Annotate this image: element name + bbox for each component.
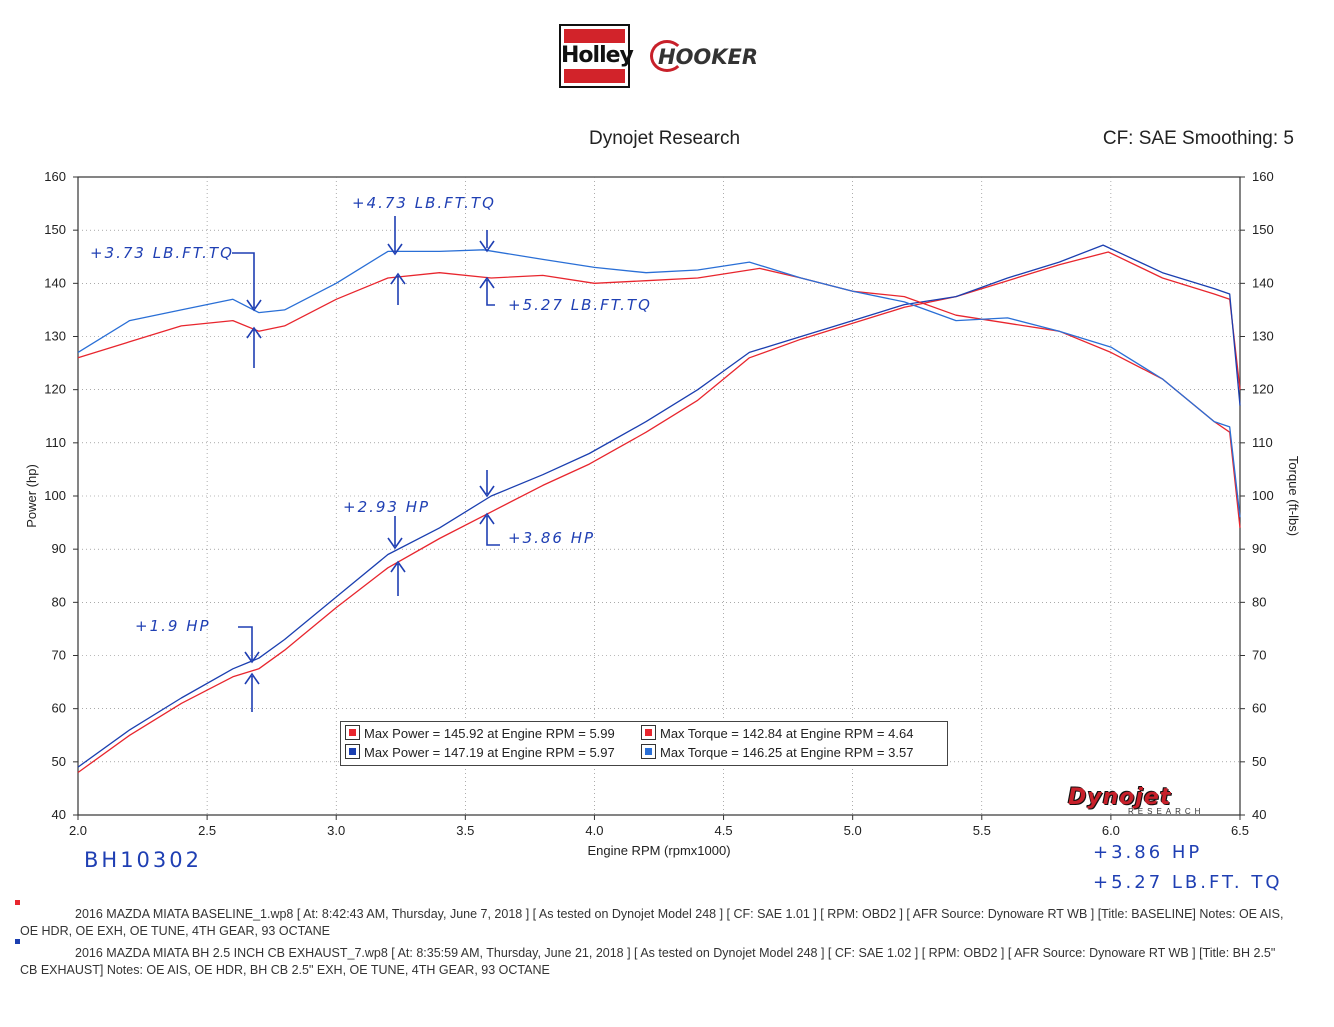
y-tick-label-right: 160 xyxy=(1252,169,1274,184)
legend-swatch xyxy=(641,744,656,759)
y-tick-label-right: 130 xyxy=(1252,329,1274,344)
series-line-baseline-torque xyxy=(77,267,1241,528)
y-tick-label-left: 120 xyxy=(44,382,66,397)
y-tick-label-left: 80 xyxy=(52,594,66,609)
legend-swatch xyxy=(345,725,360,740)
y-tick-label-left: 160 xyxy=(44,169,66,184)
legend-text: Max Power = 145.92 at Engine RPM = 5.99 xyxy=(364,726,615,741)
legend-text: Max Power = 147.19 at Engine RPM = 5.97 xyxy=(364,745,615,760)
x-tick-label: 6.0 xyxy=(1102,823,1120,838)
y-tick-label-left: 90 xyxy=(52,541,66,556)
y-axis-label-right: Torque (ft-lbs) xyxy=(1286,456,1301,536)
annotation-arrow-up xyxy=(390,560,406,596)
dynojet-logo: Dynojet RESEARCH xyxy=(1068,785,1226,819)
annotation-code: BH10302 xyxy=(84,848,203,872)
legend-swatch xyxy=(345,744,360,759)
y-tick-label-right: 70 xyxy=(1252,648,1266,663)
y-tick-label-left: 140 xyxy=(44,275,66,290)
x-axis-label: Engine RPM (rpmx1000) xyxy=(587,843,730,858)
legend-text: Max Torque = 146.25 at Engine RPM = 3.57 xyxy=(660,745,914,760)
y-tick-label-right: 90 xyxy=(1252,541,1266,556)
annotation-arrow-up xyxy=(244,672,260,712)
y-tick-label-right: 120 xyxy=(1252,382,1274,397)
y-tick-label-right: 60 xyxy=(1252,701,1266,716)
x-tick-label: 2.0 xyxy=(69,823,87,838)
holley-logo-text: Holley xyxy=(561,43,634,68)
run-description-exhaust: 2016 MAZDA MIATA BH 2.5 INCH CB EXHAUST_… xyxy=(15,939,1290,979)
holley-logo: Holley xyxy=(559,24,634,88)
x-tick-label: 6.5 xyxy=(1231,823,1249,838)
y-axis-label-left: Power (hp) xyxy=(24,464,39,528)
run-description-baseline: 2016 MAZDA MIATA BASELINE_1.wp8 [ At: 8:… xyxy=(15,900,1290,940)
correction-factor-label: CF: SAE Smoothing: 5 xyxy=(1102,128,1294,149)
y-tick-label-left: 70 xyxy=(52,648,66,663)
annotation-arrow-down xyxy=(479,230,495,253)
page-title: Dynojet Research xyxy=(589,128,741,149)
run-description-text: 2016 MAZDA MIATA BH 2.5 INCH CB EXHAUST_… xyxy=(20,946,1276,977)
annotation-arrow-down xyxy=(238,626,260,664)
hooker-logo-text: HOOKER xyxy=(658,45,759,69)
chart-legend: Max Power = 145.92 at Engine RPM = 5.99 … xyxy=(340,721,948,766)
y-tick-label-right: 80 xyxy=(1252,594,1266,609)
annotation-arrow-down xyxy=(387,216,403,256)
annotation-arrow-up xyxy=(390,272,406,305)
legend-item-baseline-torque: Max Torque = 142.84 at Engine RPM = 4.64 xyxy=(641,725,913,743)
series-lines xyxy=(77,244,1241,774)
annotation-hp-gain-2: +3.86 HP xyxy=(508,529,596,547)
y-tick-label-left: 40 xyxy=(52,807,66,822)
annotation-summary-torque: +5.27 LB.FT. TQ xyxy=(1093,872,1283,893)
x-tick-label: 3.5 xyxy=(456,823,474,838)
x-tick-label: 5.5 xyxy=(973,823,991,838)
y-tick-label-right: 110 xyxy=(1252,435,1273,450)
annotation-arrow-up xyxy=(479,276,495,306)
annotation-arrow-down xyxy=(387,516,403,550)
legend-swatch xyxy=(641,725,656,740)
y-tick-label-right: 40 xyxy=(1252,807,1266,822)
y-tick-label-right: 50 xyxy=(1252,754,1266,769)
x-tick-label: 2.5 xyxy=(198,823,216,838)
y-tick-label-right: 150 xyxy=(1252,222,1274,237)
x-tick-label: 4.5 xyxy=(715,823,733,838)
y-tick-label-left: 100 xyxy=(44,488,66,503)
legend-item-baseline-power: Max Power = 145.92 at Engine RPM = 5.99 xyxy=(345,725,615,743)
legend-text: Max Torque = 142.84 at Engine RPM = 4.64 xyxy=(660,726,914,741)
series-line-exhaust-torque xyxy=(77,249,1241,518)
y-tick-label-right: 140 xyxy=(1252,275,1274,290)
grid-lines xyxy=(78,177,1240,815)
series-line-baseline-power xyxy=(77,251,1241,774)
annotation-hp-gain-1: +2.93 HP xyxy=(343,498,431,516)
y-tick-label-left: 50 xyxy=(52,754,66,769)
y-tick-label-right: 100 xyxy=(1252,488,1274,503)
annotation-arrow-up xyxy=(479,512,500,546)
y-tick-label-left: 110 xyxy=(45,435,66,450)
annotation-torque-gain-3: +5.27 LB.FT.TQ xyxy=(508,296,652,314)
dynojet-logo-text: Dynojet xyxy=(1068,785,1172,810)
annotation-arrow-down xyxy=(479,470,495,498)
x-tick-label: 5.0 xyxy=(844,823,862,838)
y-tick-label-left: 60 xyxy=(52,701,66,716)
annotation-torque-gain-2: +4.73 LB.FT.TQ xyxy=(352,194,496,212)
annotation-arrows xyxy=(232,216,500,712)
x-tick-label: 4.0 xyxy=(585,823,603,838)
run-description-text: 2016 MAZDA MIATA BASELINE_1.wp8 [ At: 8:… xyxy=(20,907,1284,938)
annotation-torque-gain-1: +3.73 LB.FT.TQ xyxy=(90,244,234,262)
dynojet-logo-subtext: RESEARCH xyxy=(1128,807,1205,816)
annotation-arrow-down xyxy=(232,252,262,312)
x-tick-label: 3.0 xyxy=(327,823,345,838)
annotation-hp-gain-3: +1.9 HP xyxy=(135,617,211,635)
legend-item-exhaust-power: Max Power = 147.19 at Engine RPM = 5.97 xyxy=(345,744,615,762)
hooker-logo: HOOKER xyxy=(650,36,782,76)
legend-item-exhaust-torque: Max Torque = 146.25 at Engine RPM = 3.57 xyxy=(641,744,913,762)
run-color-marker xyxy=(15,900,20,905)
series-line-exhaust-power xyxy=(77,244,1241,768)
y-tick-label-left: 150 xyxy=(44,222,66,237)
annotation-arrow-up xyxy=(246,326,262,368)
annotation-summary-hp: +3.86 HP xyxy=(1093,842,1203,863)
y-tick-label-left: 130 xyxy=(44,329,66,344)
run-color-marker xyxy=(15,939,20,944)
